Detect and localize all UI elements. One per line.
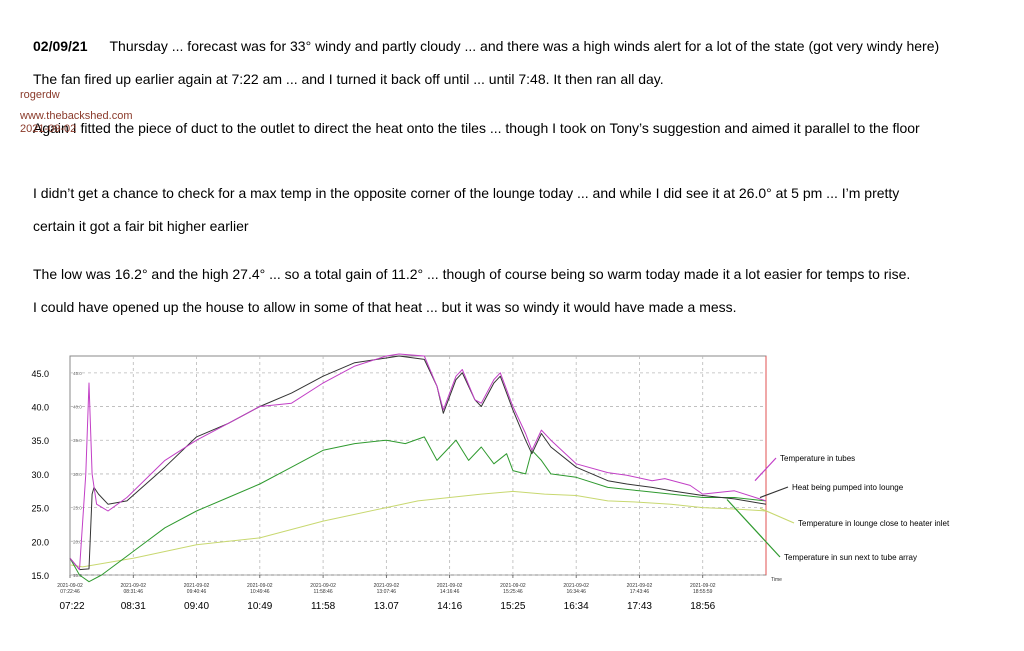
- legend-inlet-leader: [759, 507, 795, 524]
- series-pumped-line: [69, 355, 767, 571]
- x-tick-date: 2021-09-02: [690, 583, 716, 589]
- x-tick-date: 2021-09-02: [500, 583, 526, 589]
- x-tick-label: 11:58: [311, 601, 336, 612]
- legend-inlet-label: Temperature in lounge close to heater in…: [798, 519, 950, 528]
- y-tick-label: 40.0: [31, 403, 49, 413]
- temperature-chart: 15.0 15.0 20.0 20.0 25.0 25.0 30.0 30.0 35.0 35.0…: [31, 353, 950, 612]
- y-tick-label: 35.0: [31, 436, 49, 446]
- x-tick-time: 17:43:46: [630, 589, 650, 595]
- watermark-user: rogerdw: [20, 89, 60, 101]
- x-tick-label: 15:25: [500, 601, 525, 612]
- post-line-4: I didn’t get a chance to check for a max…: [33, 185, 900, 201]
- series-inlet-line: [69, 490, 767, 568]
- y-tick-label-inner: 25.0: [73, 506, 82, 511]
- post-line-6: The low was 16.2° and the high 27.4° ...…: [33, 266, 911, 282]
- x-tick-date: 2021-09-02: [120, 583, 146, 589]
- y-tick-label-inner: 15.0: [73, 573, 82, 578]
- x-tick-date: 2021-09-02: [247, 583, 273, 589]
- post-line-7: I could have opened up the house to allo…: [33, 299, 737, 315]
- x-tick-label: 08:31: [121, 601, 146, 612]
- post-date: 02/09/21: [33, 38, 88, 54]
- x-tick-label: 09:40: [184, 601, 209, 612]
- post-line-3: Again I fitted the piece of duct to the …: [33, 120, 920, 136]
- y-tick-label: 45.0: [31, 369, 49, 379]
- x-tick-time: 11:58:46: [314, 589, 333, 595]
- legend-tubes-leader: [754, 457, 777, 482]
- y-tick-label-inner: 40.0: [73, 405, 82, 410]
- post-line-1-text: Thursday ... forecast was for 33° windy …: [109, 38, 940, 54]
- x-tick-time: 18:55:59: [693, 589, 713, 595]
- x-tick-label: 10:49: [247, 601, 272, 612]
- x-tick-date: 2021-09-02: [57, 583, 83, 589]
- x-tick-time: 16:34:46: [566, 589, 586, 595]
- x-tick-label: 13.07: [374, 601, 399, 612]
- post-line-2: The fan fired up earlier again at 7:22 a…: [33, 71, 664, 87]
- y-tick-label-inner: 35.0: [73, 438, 82, 443]
- legend-pumped-label: Heat being pumped into lounge: [792, 483, 904, 492]
- x-tick-time: 07:22:46: [60, 589, 80, 595]
- x-tick-label: 14:16: [437, 601, 462, 612]
- x-tick-label: 18:56: [690, 601, 715, 612]
- x-tick-time: 08:31:46: [124, 589, 144, 595]
- x-tick-time: 13:07:46: [377, 589, 397, 595]
- watermark-site: www.thebackshed.com: [20, 110, 133, 122]
- legend-pumped-leader: [759, 486, 789, 499]
- post-line-5: certain it got a fair bit higher earlier: [33, 218, 249, 234]
- y-tick-label: 20.0: [31, 537, 49, 547]
- x-tick-label: 17:43: [627, 601, 652, 612]
- x-tick-label: 16:34: [564, 601, 589, 612]
- x-tick-time: 14:16:46: [440, 589, 460, 595]
- watermark-date: 2021-09-02: [20, 123, 77, 135]
- x-tick-time: 10:49:46: [250, 589, 270, 595]
- plot-area: [69, 355, 767, 576]
- y-tick-label: 15.0: [31, 571, 49, 581]
- x-tick-label: 07:22: [59, 601, 84, 612]
- x-axis-label: Time: [771, 577, 782, 583]
- x-tick-date: 2021-09-02: [374, 583, 400, 589]
- x-tick-time: 09:40:46: [187, 589, 207, 595]
- series-sun-line: [69, 436, 767, 583]
- y-tick-label-inner: 45.0: [73, 371, 82, 376]
- legend-tubes-label: Temperature in tubes: [780, 454, 855, 463]
- y-tick-label: 30.0: [31, 470, 49, 480]
- legend-sun-label: Temperature in sun next to tube array: [784, 553, 917, 562]
- y-tick-label: 25.0: [31, 504, 49, 514]
- y-tick-label-inner: 20.0: [73, 539, 82, 544]
- legend-sun-leader: [726, 499, 781, 558]
- x-tick-date: 2021-09-02: [627, 583, 653, 589]
- series-tubes-line: [69, 353, 767, 571]
- x-tick-time: 15:25:46: [503, 589, 523, 595]
- x-tick-date: 2021-09-02: [184, 583, 210, 589]
- post-line-1: 02/09/21 Thursday ... forecast was for 33…: [33, 38, 939, 54]
- y-tick-label-inner: 30.0: [73, 472, 82, 477]
- x-tick-date: 2021-09-02: [563, 583, 589, 589]
- x-tick-date: 2021-09-02: [437, 583, 463, 589]
- x-tick-date: 2021-09-02: [310, 583, 336, 589]
